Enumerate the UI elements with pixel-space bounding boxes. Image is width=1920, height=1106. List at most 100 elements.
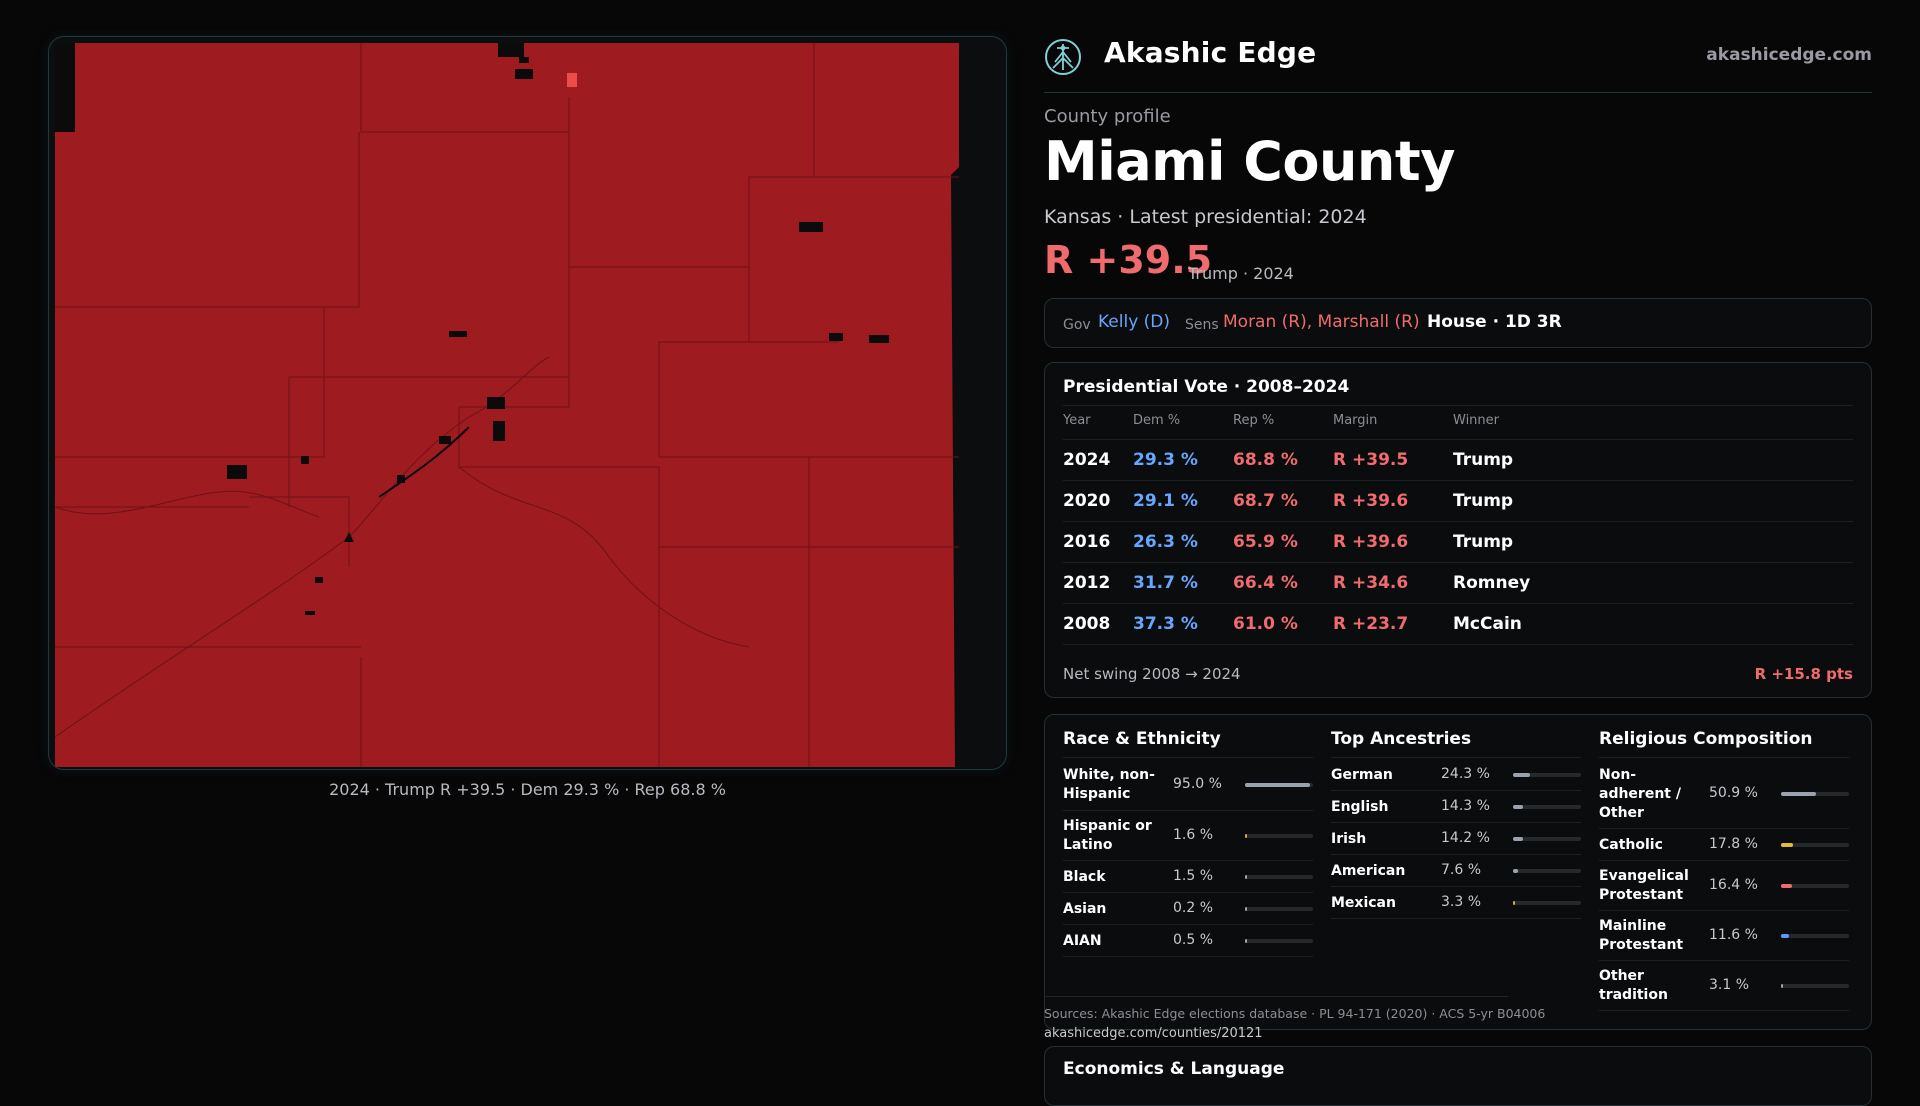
demographics-card: Race & Ethnicity White, non-Hispanic 95.0… (1044, 714, 1872, 1030)
list-item: Mexican 3.3 % (1331, 887, 1581, 919)
share-bar (1513, 773, 1581, 777)
highlighted-tract (567, 73, 577, 87)
table-row[interactable]: 2012 31.7 % 66.4 % R +34.6 Romney (1045, 563, 1873, 604)
item-value: 14.3 % (1441, 798, 1490, 814)
share-bar (1245, 783, 1313, 787)
item-label: Black (1063, 868, 1106, 885)
list-item: Non-adherent / Other 50.9 % (1599, 759, 1849, 829)
row-rep: 65.9 % (1233, 532, 1298, 552)
highway-line (378, 426, 470, 498)
divider (1331, 918, 1581, 919)
item-label: AIAN (1063, 932, 1102, 949)
religion-section: Religious Composition Non-adherent / Oth… (1599, 715, 1849, 1011)
economics-card: Economics & Language (1044, 1046, 1872, 1106)
row-winner: Trump (1453, 491, 1514, 511)
row-margin: R +39.6 (1333, 532, 1409, 552)
divider (1063, 405, 1853, 406)
share-bar (1245, 875, 1313, 879)
item-value: 95.0 % (1173, 776, 1222, 792)
page-title: Miami County (1044, 130, 1455, 193)
gov-value: Kelly (D) (1098, 312, 1171, 332)
item-label: Asian (1063, 900, 1107, 917)
row-dem: 26.3 % (1133, 532, 1198, 552)
item-label: Hispanic or Latino (1063, 818, 1152, 853)
share-bar (1245, 834, 1313, 838)
divider (1331, 790, 1581, 791)
divider (1063, 562, 1853, 563)
item-value: 24.3 % (1441, 766, 1490, 782)
list-item: Catholic 17.8 % (1599, 829, 1849, 861)
county-map[interactable] (48, 36, 1007, 770)
divider (1063, 480, 1853, 481)
divider (1063, 644, 1853, 645)
section-title: Religious Composition (1599, 729, 1813, 749)
brand-url-link[interactable]: akashicedge.com (1706, 45, 1872, 65)
item-label: Mainline Protestant (1599, 918, 1684, 953)
share-bar (1513, 869, 1581, 873)
share-bar-fill (1245, 907, 1247, 911)
profile-kicker: County profile (1044, 106, 1171, 127)
divider (1599, 1010, 1849, 1011)
item-value: 11.6 % (1709, 927, 1758, 943)
list-item: Mainline Protestant 11.6 % (1599, 911, 1849, 961)
list-item: Other tradition 3.1 % (1599, 961, 1849, 1011)
item-label: Evangelical Protestant (1599, 868, 1689, 903)
share-bar-fill (1781, 792, 1816, 796)
row-margin: R +34.6 (1333, 573, 1409, 593)
row-winner: Romney (1453, 573, 1531, 593)
row-winner: Trump (1453, 532, 1514, 552)
item-value: 3.3 % (1441, 894, 1482, 910)
list-item: Hispanic or Latino 1.6 % (1063, 811, 1313, 861)
share-bar-fill (1245, 875, 1247, 879)
sens-value: Moran (R), Marshall (R) (1223, 312, 1420, 332)
col-header-dem: Dem % (1133, 413, 1181, 428)
share-bar (1513, 901, 1581, 905)
item-value: 0.2 % (1173, 900, 1214, 916)
row-dem: 31.7 % (1133, 573, 1198, 593)
col-header-year: Year (1063, 413, 1091, 428)
sources-link[interactable]: akashicedge.com/counties/20121 (1044, 1026, 1263, 1041)
divider (1599, 860, 1849, 861)
net-swing-label: Net swing 2008 → 2024 (1063, 665, 1241, 683)
share-bar-fill (1513, 837, 1523, 841)
tree-of-life-icon (1045, 39, 1081, 75)
item-label: Catholic (1599, 836, 1663, 853)
row-rep: 68.7 % (1233, 491, 1298, 511)
divider (1599, 828, 1849, 829)
map-caption: 2024 · Trump R +39.5 · Dem 29.3 % · Rep … (329, 780, 726, 799)
share-bar-fill (1781, 884, 1793, 888)
item-value: 3.1 % (1709, 977, 1750, 993)
item-label: White, non-Hispanic (1063, 767, 1155, 802)
list-item: Black 1.5 % (1063, 861, 1313, 893)
divider (1044, 996, 1508, 997)
divider (1063, 603, 1853, 604)
row-rep: 61.0 % (1233, 614, 1298, 634)
row-winner: McCain (1453, 614, 1522, 634)
row-rep: 68.8 % (1233, 450, 1298, 470)
share-bar-fill (1245, 834, 1247, 838)
header-divider (1044, 92, 1872, 93)
table-row[interactable]: 2024 29.3 % 68.8 % R +39.5 Trump (1045, 440, 1873, 481)
list-item: AIAN 0.5 % (1063, 925, 1313, 957)
list-item: Asian 0.2 % (1063, 893, 1313, 925)
item-value: 16.4 % (1709, 877, 1758, 893)
share-bar (1781, 984, 1849, 988)
item-value: 0.5 % (1173, 932, 1214, 948)
row-year: 2008 (1063, 614, 1111, 634)
officials-bar: Gov Kelly (D) Sens Moran (R), Marshall (… (1044, 298, 1872, 348)
county-shape (55, 43, 959, 767)
table-row[interactable]: 2008 37.3 % 61.0 % R +23.7 McCain (1045, 604, 1873, 645)
share-bar (1513, 837, 1581, 841)
latest-margin-note: Trump · 2024 (1188, 264, 1294, 283)
list-item: Irish 14.2 % (1331, 823, 1581, 855)
item-value: 17.8 % (1709, 836, 1758, 852)
divider (1063, 521, 1853, 522)
row-year: 2012 (1063, 573, 1111, 593)
table-row[interactable]: 2016 26.3 % 65.9 % R +39.6 Trump (1045, 522, 1873, 563)
presidential-vote-card: Presidential Vote · 2008–2024 Year Dem %… (1044, 362, 1872, 698)
share-bar (1781, 843, 1849, 847)
row-margin: R +23.7 (1333, 614, 1409, 634)
list-item: White, non-Hispanic 95.0 % (1063, 759, 1313, 811)
table-row[interactable]: 2020 29.1 % 68.7 % R +39.6 Trump (1045, 481, 1873, 522)
share-bar (1245, 939, 1313, 943)
